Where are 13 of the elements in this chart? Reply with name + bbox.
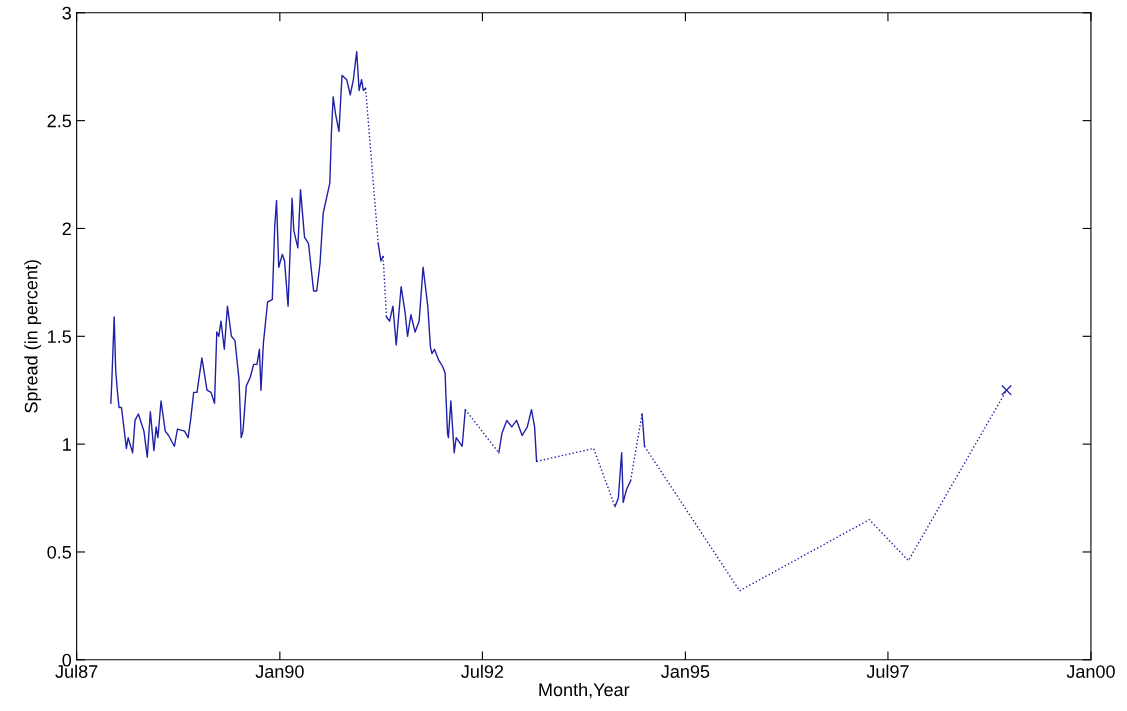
x-tick-label: Jul92 <box>461 664 504 678</box>
x-tick-label: Jan00 <box>1066 665 1115 678</box>
x-axis-title: Month,Year <box>539 682 630 699</box>
x-tick-label: Jul97 <box>866 664 909 678</box>
y-tick-label: 1.5 <box>48 330 72 344</box>
x-tick-label: Jan95 <box>661 665 710 678</box>
x-tick-label: Jan90 <box>255 665 304 678</box>
y-tick-label: 3 <box>62 6 71 20</box>
y-tick-label: 2 <box>62 222 71 236</box>
y-tick-label: 1 <box>63 438 71 451</box>
y-tick-label: 0.5 <box>47 545 72 559</box>
y-axis-title: Spread (in percent) <box>24 260 42 413</box>
y-tick-label: 2.5 <box>47 114 72 128</box>
